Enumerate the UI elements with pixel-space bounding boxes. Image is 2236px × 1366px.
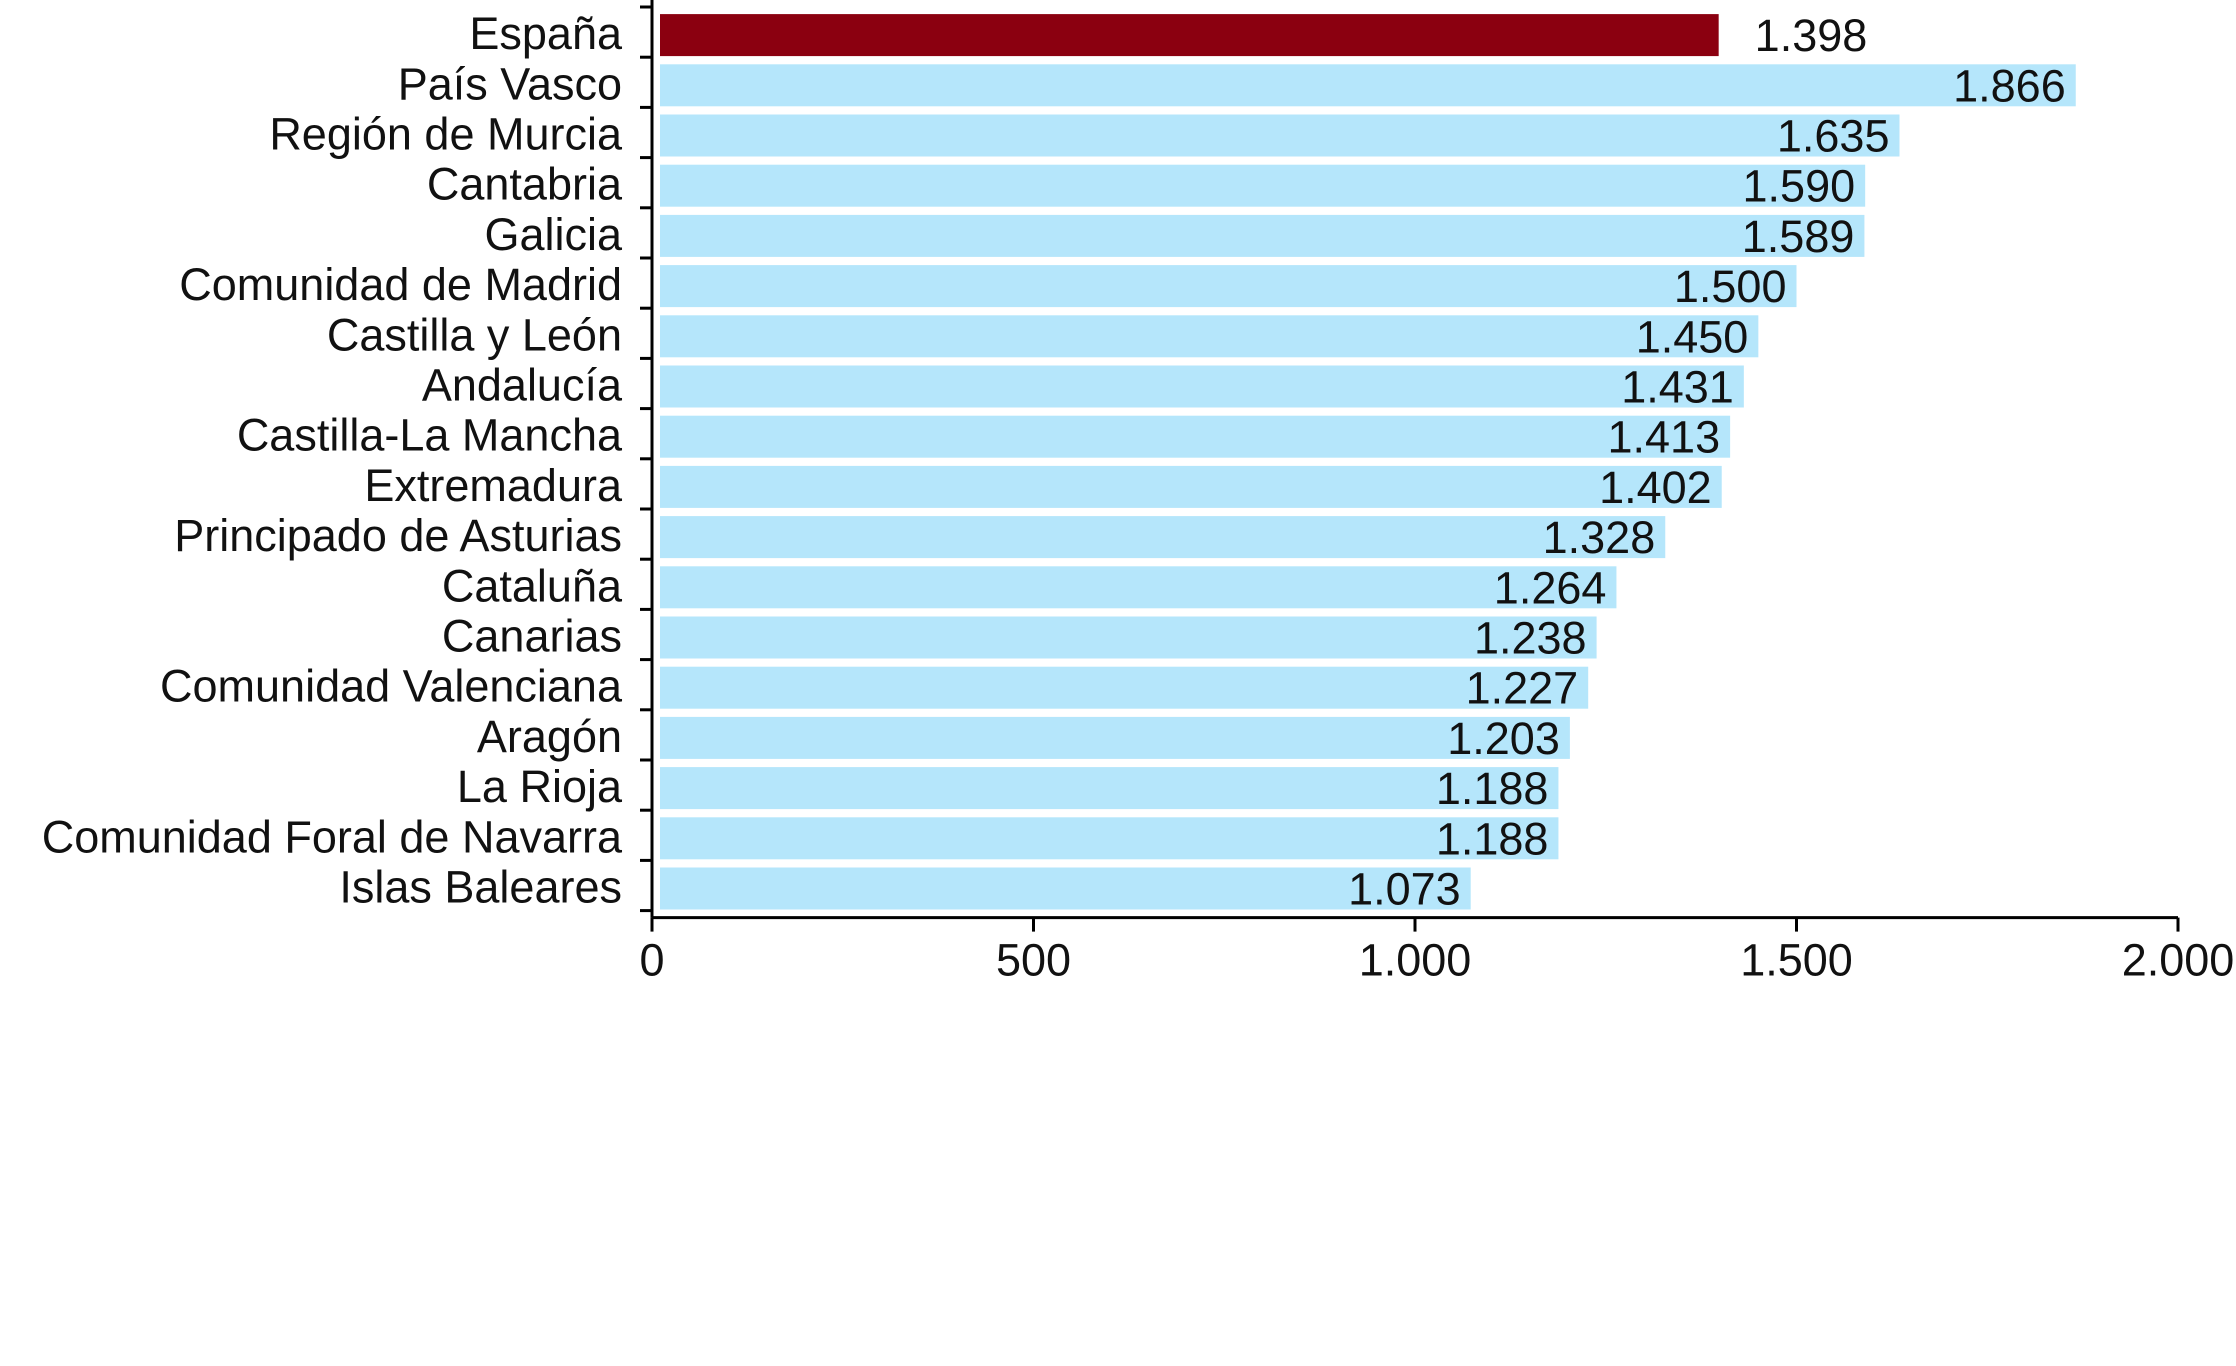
bar-5 [660,265,1797,308]
value-label-5: 1.500 [1674,261,1787,312]
value-label-13: 1.227 [1466,663,1579,714]
bar-6 [660,315,1759,358]
value-label-14: 1.203 [1447,713,1560,764]
category-label-17: Islas Baleares [339,862,622,913]
bar-1 [660,64,2076,107]
bar-3 [660,164,1866,207]
value-label-10: 1.328 [1543,512,1656,563]
category-label-16: Comunidad Foral de Navarra [42,811,623,862]
category-label-12: Canarias [442,611,622,662]
value-label-0: 1.398 [1755,10,1868,61]
value-label-8: 1.413 [1607,412,1720,463]
bar-9 [660,465,1722,508]
value-label-15: 1.188 [1436,763,1549,814]
bar-2 [660,114,1900,157]
value-label-7: 1.431 [1621,362,1734,413]
category-label-13: Comunidad Valenciana [160,661,623,712]
category-label-2: Región de Murcia [269,109,623,160]
category-label-0: España [469,8,623,59]
value-label-4: 1.589 [1742,211,1855,262]
category-label-3: Cantabria [427,159,623,210]
category-label-1: País Vasco [398,58,622,109]
category-label-11: Cataluña [442,560,623,611]
category-label-8: Castilla-La Mancha [237,410,623,461]
value-labels-group: 1.398 1.866 1.6351.5901.5891.5001.4501.431… [1348,10,2066,914]
category-label-7: Andalucía [422,360,623,411]
x-tick-label-3: 1.500 [1740,935,1853,986]
bar-10 [660,516,1666,559]
value-label-2: 1.635 [1777,111,1890,162]
bar-13 [660,666,1589,709]
value-label-3: 1.590 [1743,161,1856,212]
x-tick-label-1: 500 [996,935,1071,986]
bar-4 [660,214,1865,257]
bar-0 [660,14,1719,57]
category-label-9: Extremadura [364,460,623,511]
category-label-15: La Rioja [457,761,623,812]
x-axis: 0 500 1.000 1.500 2.000 [639,916,2235,986]
bars-group [660,14,2076,910]
category-label-5: Comunidad de Madrid [179,259,622,310]
bar-17 [660,867,1471,910]
y-axis [640,0,654,918]
category-label-4: Galicia [484,209,623,260]
category-label-10: Principado de Asturias [174,510,622,561]
bar-12 [660,616,1597,659]
bar-15 [660,767,1559,810]
bar-7 [660,365,1744,408]
value-label-17: 1.073 [1348,864,1461,915]
bar-14 [660,716,1570,759]
x-tick-label-0: 0 [639,935,664,986]
value-label-6: 1.450 [1636,311,1749,362]
value-label-9: 1.402 [1599,462,1712,513]
bar-8 [660,415,1731,458]
value-label-11: 1.264 [1494,562,1607,613]
bar-11 [660,566,1617,609]
x-tick-label-4: 2.000 [2122,935,2235,986]
category-label-14: Aragón [477,711,622,762]
category-label-6: Castilla y León [327,309,622,360]
value-label-12: 1.238 [1474,613,1587,664]
value-label-1: 1.866 [1953,60,2066,111]
value-label-16: 1.188 [1436,813,1549,864]
x-tick-label-2: 1.000 [1359,935,1472,986]
bar-16 [660,817,1559,860]
